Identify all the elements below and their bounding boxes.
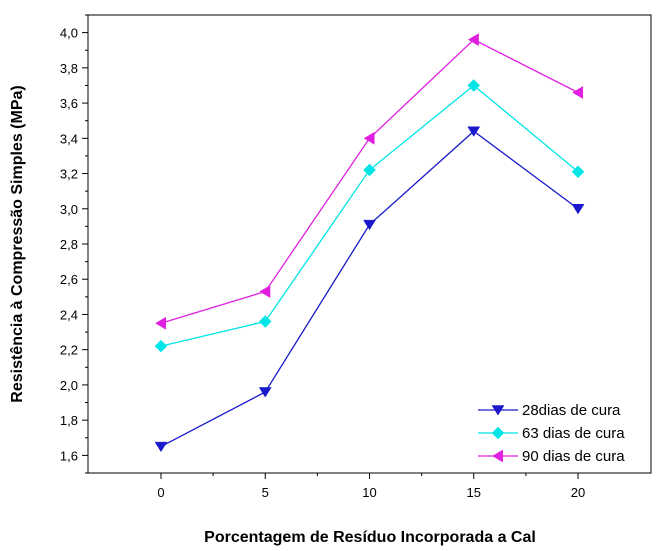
- series-3: [155, 33, 584, 330]
- y-tick-label: 3,8: [60, 61, 78, 76]
- data-point: [572, 86, 584, 99]
- data-point: [258, 387, 272, 398]
- legend-marker: [492, 449, 504, 463]
- y-tick-label: 4,0: [60, 26, 78, 41]
- data-point: [571, 165, 585, 179]
- series-line: [160, 38, 579, 324]
- y-tick-label: 3,4: [60, 131, 78, 146]
- data-point: [467, 79, 481, 92]
- series-1: [154, 126, 585, 453]
- legend-marker: [491, 426, 505, 440]
- series-line: [160, 130, 579, 448]
- legend: 28dias de cura 63 dias de cura 90 dias de …: [478, 402, 625, 465]
- data-point: [155, 316, 167, 330]
- series-line: [160, 84, 579, 347]
- y-tick-label: 3,0: [60, 202, 78, 217]
- y-tick-label: 3,2: [60, 167, 78, 182]
- legend-label: 28dias de cura: [522, 402, 621, 419]
- legend-label: 63 dias de cura: [522, 425, 625, 442]
- data-point: [259, 285, 271, 298]
- y-axis-title: Resistência à Compressão Simples (MPa): [9, 85, 26, 402]
- y-axis: 1,6 1,8 2,0 2,2 2,4 2,6 2,8 3,0 3,2 3,4 3,6 3,8 4,0: [60, 14, 88, 474]
- x-tick-label: 15: [467, 485, 481, 500]
- data-point: [571, 204, 585, 215]
- y-tick-label: 2,4: [60, 307, 78, 322]
- legend-item: 90 dias de cura: [478, 448, 625, 465]
- y-tick-label: 2,0: [60, 378, 78, 393]
- data-point: [363, 163, 376, 177]
- x-axis-title: Porcentagem de Resíduo Incorporada a Cal: [204, 529, 536, 546]
- data-point: [363, 219, 376, 231]
- x-tick-label: 20: [571, 485, 585, 500]
- x-tick-label: 5: [262, 485, 269, 500]
- legend-label: 90 dias de cura: [522, 448, 625, 465]
- x-tick-label: 0: [157, 485, 164, 500]
- series-layer: [154, 33, 585, 453]
- data-point: [467, 126, 481, 137]
- y-tick-label: 3,6: [60, 96, 78, 111]
- y-tick-label: 2,2: [60, 343, 78, 358]
- series-2: [154, 79, 585, 353]
- data-point: [258, 315, 272, 328]
- x-axis: 0 5 10 15 20: [157, 473, 585, 500]
- data-point: [467, 33, 479, 47]
- legend-marker: [491, 405, 505, 416]
- data-point: [154, 339, 168, 353]
- data-point: [154, 441, 168, 453]
- y-tick-label: 2,6: [60, 272, 78, 287]
- y-tick-label: 1,6: [60, 448, 78, 463]
- x-tick-label: 10: [362, 485, 376, 500]
- legend-item: 28dias de cura: [478, 402, 621, 419]
- y-tick-label: 2,8: [60, 237, 78, 252]
- data-point: [363, 131, 375, 145]
- legend-item: 63 dias de cura: [478, 425, 625, 442]
- y-tick-label: 1,8: [60, 413, 78, 428]
